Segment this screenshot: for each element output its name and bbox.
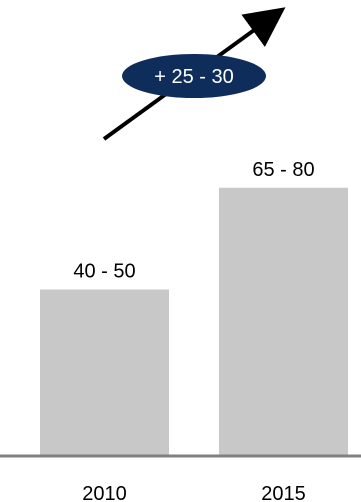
x-tick-label-2015: 2015 <box>261 483 306 502</box>
growth-badge-ellipse <box>122 54 266 98</box>
bar-value-label-2015: 65 - 80 <box>252 159 314 181</box>
growth-badge: + 25 - 30 <box>122 54 266 98</box>
bar-2010 <box>40 289 169 456</box>
x-tick-label-2010: 2010 <box>82 483 127 502</box>
growth-badge-label: + 25 - 30 <box>154 66 234 88</box>
x-tick-labels-layer: 2010 2015 <box>82 483 306 502</box>
bars-layer <box>40 187 348 456</box>
bar-2015 <box>219 187 348 456</box>
value-labels-layer: 40 - 50 65 - 80 <box>73 159 314 283</box>
bar-value-label-2010: 40 - 50 <box>73 261 135 283</box>
